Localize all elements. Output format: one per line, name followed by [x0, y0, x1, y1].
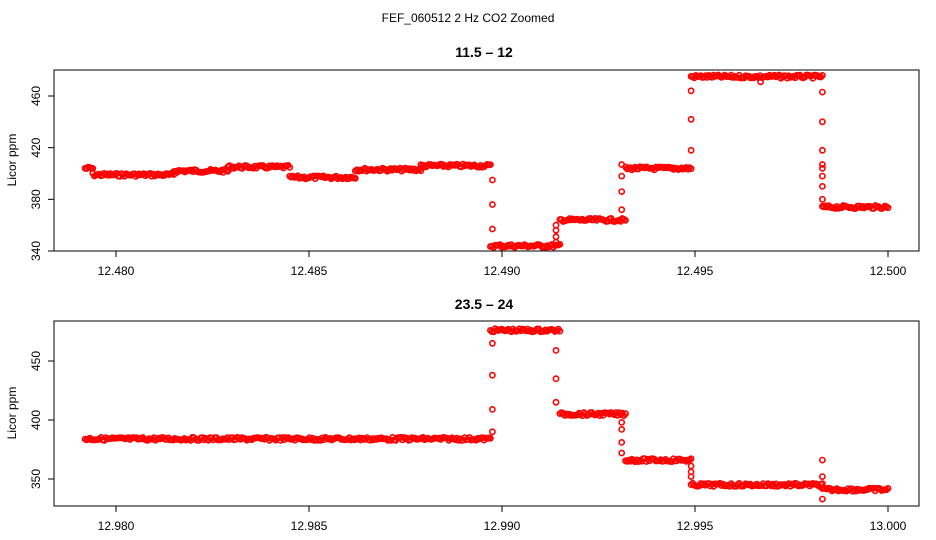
panel-2-title: 23.5 – 24: [455, 296, 514, 312]
data-point: [488, 405, 496, 413]
data-point: [687, 462, 695, 470]
data-point: [819, 182, 826, 190]
data-point: [819, 456, 826, 464]
data-point: [819, 195, 826, 203]
data-point: [552, 375, 560, 383]
x-tick-label: 12.500: [870, 264, 907, 278]
data-point: [819, 172, 826, 180]
x-tick-label: 12.495: [677, 264, 714, 278]
y-tick-label: 380: [29, 189, 43, 209]
data-point: [622, 216, 629, 224]
x-tick-label: 12.995: [677, 519, 714, 533]
data-point: [819, 118, 826, 126]
data-point: [488, 201, 496, 208]
panel-2-data-points: [81, 325, 892, 503]
panel-1-ticks: 12.480 12.485 12.490 12.495 12.500 340 380 420 4…: [29, 86, 907, 278]
y-tick-label: 460: [29, 86, 43, 106]
y-tick-label: 400: [29, 410, 43, 430]
chart-panel-2: 23.5 – 24 Licor ppm 12.980 12.985 12.990 12…: [5, 296, 920, 533]
data-point: [488, 339, 496, 347]
figure-suptitle: FEF_060512 2 Hz CO2 Zoomed: [382, 11, 555, 25]
panel-2-ticks: 12.980 12.985 12.990 12.995 13.000 350 400 450: [29, 351, 907, 533]
data-point: [286, 163, 294, 171]
chart-panel-1: 11.5 – 12 Licor ppm 12.480 12.485 12.490 12…: [5, 44, 920, 278]
data-point: [757, 78, 764, 86]
data-point: [618, 438, 626, 446]
data-point: [488, 371, 496, 379]
data-point: [618, 425, 626, 433]
x-tick-label: 12.980: [98, 519, 135, 533]
data-point: [488, 176, 496, 184]
data-point: [819, 495, 826, 503]
y-tick-label: 450: [29, 351, 43, 371]
data-point: [618, 161, 626, 168]
panel-2-plot-box: [53, 320, 920, 507]
data-point: [687, 455, 695, 463]
x-tick-label: 12.990: [484, 519, 521, 533]
data-point: [618, 188, 626, 195]
x-tick-label: 12.485: [291, 264, 328, 278]
data-point: [552, 346, 560, 354]
data-point: [556, 327, 564, 335]
data-point: [552, 221, 560, 229]
data-point: [687, 87, 695, 95]
data-point: [819, 164, 826, 172]
data-point: [687, 473, 695, 480]
y-tick-label: 340: [29, 241, 43, 261]
data-point: [552, 233, 560, 241]
panel-1-title: 11.5 – 12: [455, 44, 513, 60]
data-point: [819, 146, 826, 154]
data-point: [819, 88, 826, 96]
y-tick-label: 350: [29, 469, 43, 489]
panel-1-plot-box: [53, 69, 920, 252]
data-point: [819, 72, 826, 79]
data-point: [618, 418, 626, 426]
x-tick-label: 12.985: [291, 519, 328, 533]
data-point: [622, 410, 629, 418]
data-point: [486, 161, 494, 168]
data-point: [552, 398, 560, 406]
panel-1-y-axis-label: Licor ppm: [5, 134, 19, 187]
data-point: [819, 161, 826, 168]
data-point: [819, 473, 826, 480]
data-point: [351, 174, 359, 182]
data-point: [687, 146, 695, 154]
data-point: [884, 484, 892, 492]
data-point: [618, 206, 626, 214]
data-point: [488, 428, 496, 436]
x-tick-label: 13.000: [870, 519, 907, 533]
data-point: [884, 204, 892, 212]
data-point: [486, 434, 494, 442]
data-point: [618, 172, 626, 180]
x-tick-label: 12.480: [98, 264, 135, 278]
data-point: [618, 449, 626, 457]
y-tick-label: 420: [29, 137, 43, 157]
panel-1-data-points: [81, 71, 892, 251]
data-point: [488, 225, 496, 233]
x-tick-label: 12.490: [484, 264, 521, 278]
data-point: [687, 165, 695, 173]
data-point: [687, 115, 695, 123]
panel-2-y-axis-label: Licor ppm: [5, 387, 19, 440]
